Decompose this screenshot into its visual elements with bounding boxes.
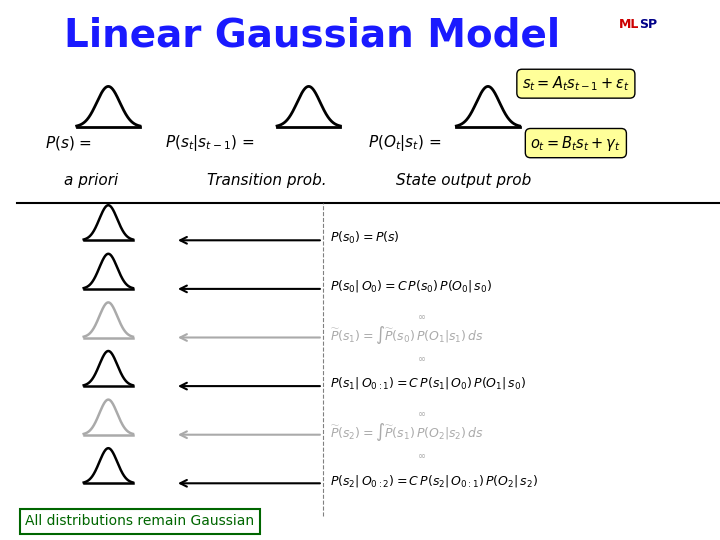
Text: Linear Gaussian Model: Linear Gaussian Model xyxy=(64,16,560,54)
Text: $P(s)$ =: $P(s)$ = xyxy=(45,134,92,152)
Text: All distributions remain Gaussian: All distributions remain Gaussian xyxy=(25,514,254,528)
Text: Transition prob.: Transition prob. xyxy=(207,173,326,188)
Text: $\infty$: $\infty$ xyxy=(417,353,426,363)
Text: $P(s_t|s_{t-1})$ =: $P(s_t|s_{t-1})$ = xyxy=(165,133,254,153)
Text: State output prob: State output prob xyxy=(396,173,531,188)
Text: SP: SP xyxy=(639,18,657,31)
Text: ML: ML xyxy=(618,18,639,31)
Text: $\infty$: $\infty$ xyxy=(417,450,426,460)
Text: $s_t = A_t s_{t-1} + \varepsilon_t$: $s_t = A_t s_{t-1} + \varepsilon_t$ xyxy=(522,75,630,93)
Text: $P(s_1|\, O_{0:1}) = C\, P(s_1|\, O_0)\, P(O_1|\, s_0)$: $P(s_1|\, O_{0:1}) = C\, P(s_1|\, O_0)\,… xyxy=(330,375,526,391)
Text: $\infty$: $\infty$ xyxy=(417,311,426,321)
Text: $\widetilde{P}(s_1) = \int\widetilde{P}(s_0)\,P(O_1|s_1)\,ds$: $\widetilde{P}(s_1) = \int\widetilde{P}(… xyxy=(330,324,484,346)
Text: $P(O_t|s_t)$ =: $P(O_t|s_t)$ = xyxy=(369,133,442,153)
Text: $o_t = B_t s_t + \gamma_t$: $o_t = B_t s_t + \gamma_t$ xyxy=(531,133,621,153)
Text: a priori: a priori xyxy=(63,173,118,188)
Text: $P(s_2|\, O_{0:2}) = C\, P(s_2|\, O_{0:1})\, P(O_2|\, s_2)$: $P(s_2|\, O_{0:2}) = C\, P(s_2|\, O_{0:1… xyxy=(330,472,538,489)
Text: $\infty$: $\infty$ xyxy=(417,408,426,418)
Text: $P(s_0|\, O_0) = C\, P(s_0)\, P(O_0|\, s_0)$: $P(s_0|\, O_0) = C\, P(s_0)\, P(O_0|\, s… xyxy=(330,278,492,294)
Text: $\widetilde{P}(s_2) = \int\widetilde{P}(s_1)\,P(O_2|s_2)\,ds$: $\widetilde{P}(s_2) = \int\widetilde{P}(… xyxy=(330,421,484,443)
Text: $P(s_0) = P(s)$: $P(s_0) = P(s)$ xyxy=(330,230,400,246)
